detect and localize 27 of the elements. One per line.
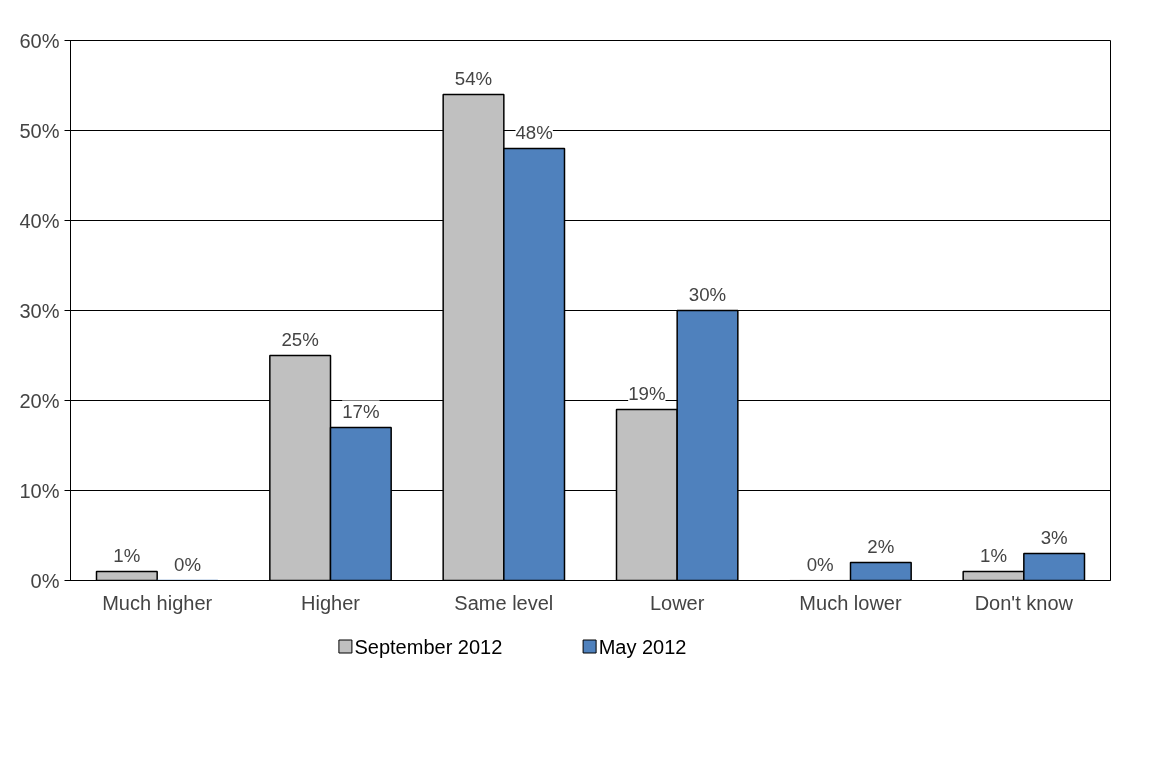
y-tick-label: 10%: [19, 479, 60, 502]
data-label: 1%: [980, 544, 1007, 566]
x-tick-label: Same level: [454, 591, 554, 614]
y-tick-label: 60%: [19, 29, 60, 52]
data-label: 25%: [281, 328, 319, 350]
data-label: 3%: [1040, 526, 1068, 548]
data-label: 19%: [628, 382, 666, 404]
x-tick-label: Lower: [649, 591, 705, 614]
legend-label: September 2012: [354, 635, 503, 658]
legend-label: May 2012: [598, 635, 687, 658]
data-label: 0%: [174, 553, 201, 575]
y-tick-label: 40%: [19, 209, 60, 232]
x-tick-label: Much lower: [799, 591, 902, 614]
x-tick-label: Don't know: [974, 591, 1074, 614]
x-tick-label: Much higher: [102, 591, 213, 614]
y-tick-label: 0%: [30, 569, 60, 592]
data-label: 48%: [515, 121, 553, 143]
data-label: 1%: [113, 544, 141, 566]
data-label: 17%: [342, 400, 380, 422]
data-label: 2%: [867, 535, 895, 557]
data-label: 30%: [688, 283, 727, 305]
y-tick-label: 30%: [19, 299, 60, 322]
y-tick-label: 20%: [19, 389, 60, 412]
x-tick-label: Higher: [301, 591, 361, 614]
y-tick-label: 50%: [19, 119, 60, 142]
data-label: 54%: [454, 67, 493, 89]
data-label: 0%: [806, 553, 834, 575]
